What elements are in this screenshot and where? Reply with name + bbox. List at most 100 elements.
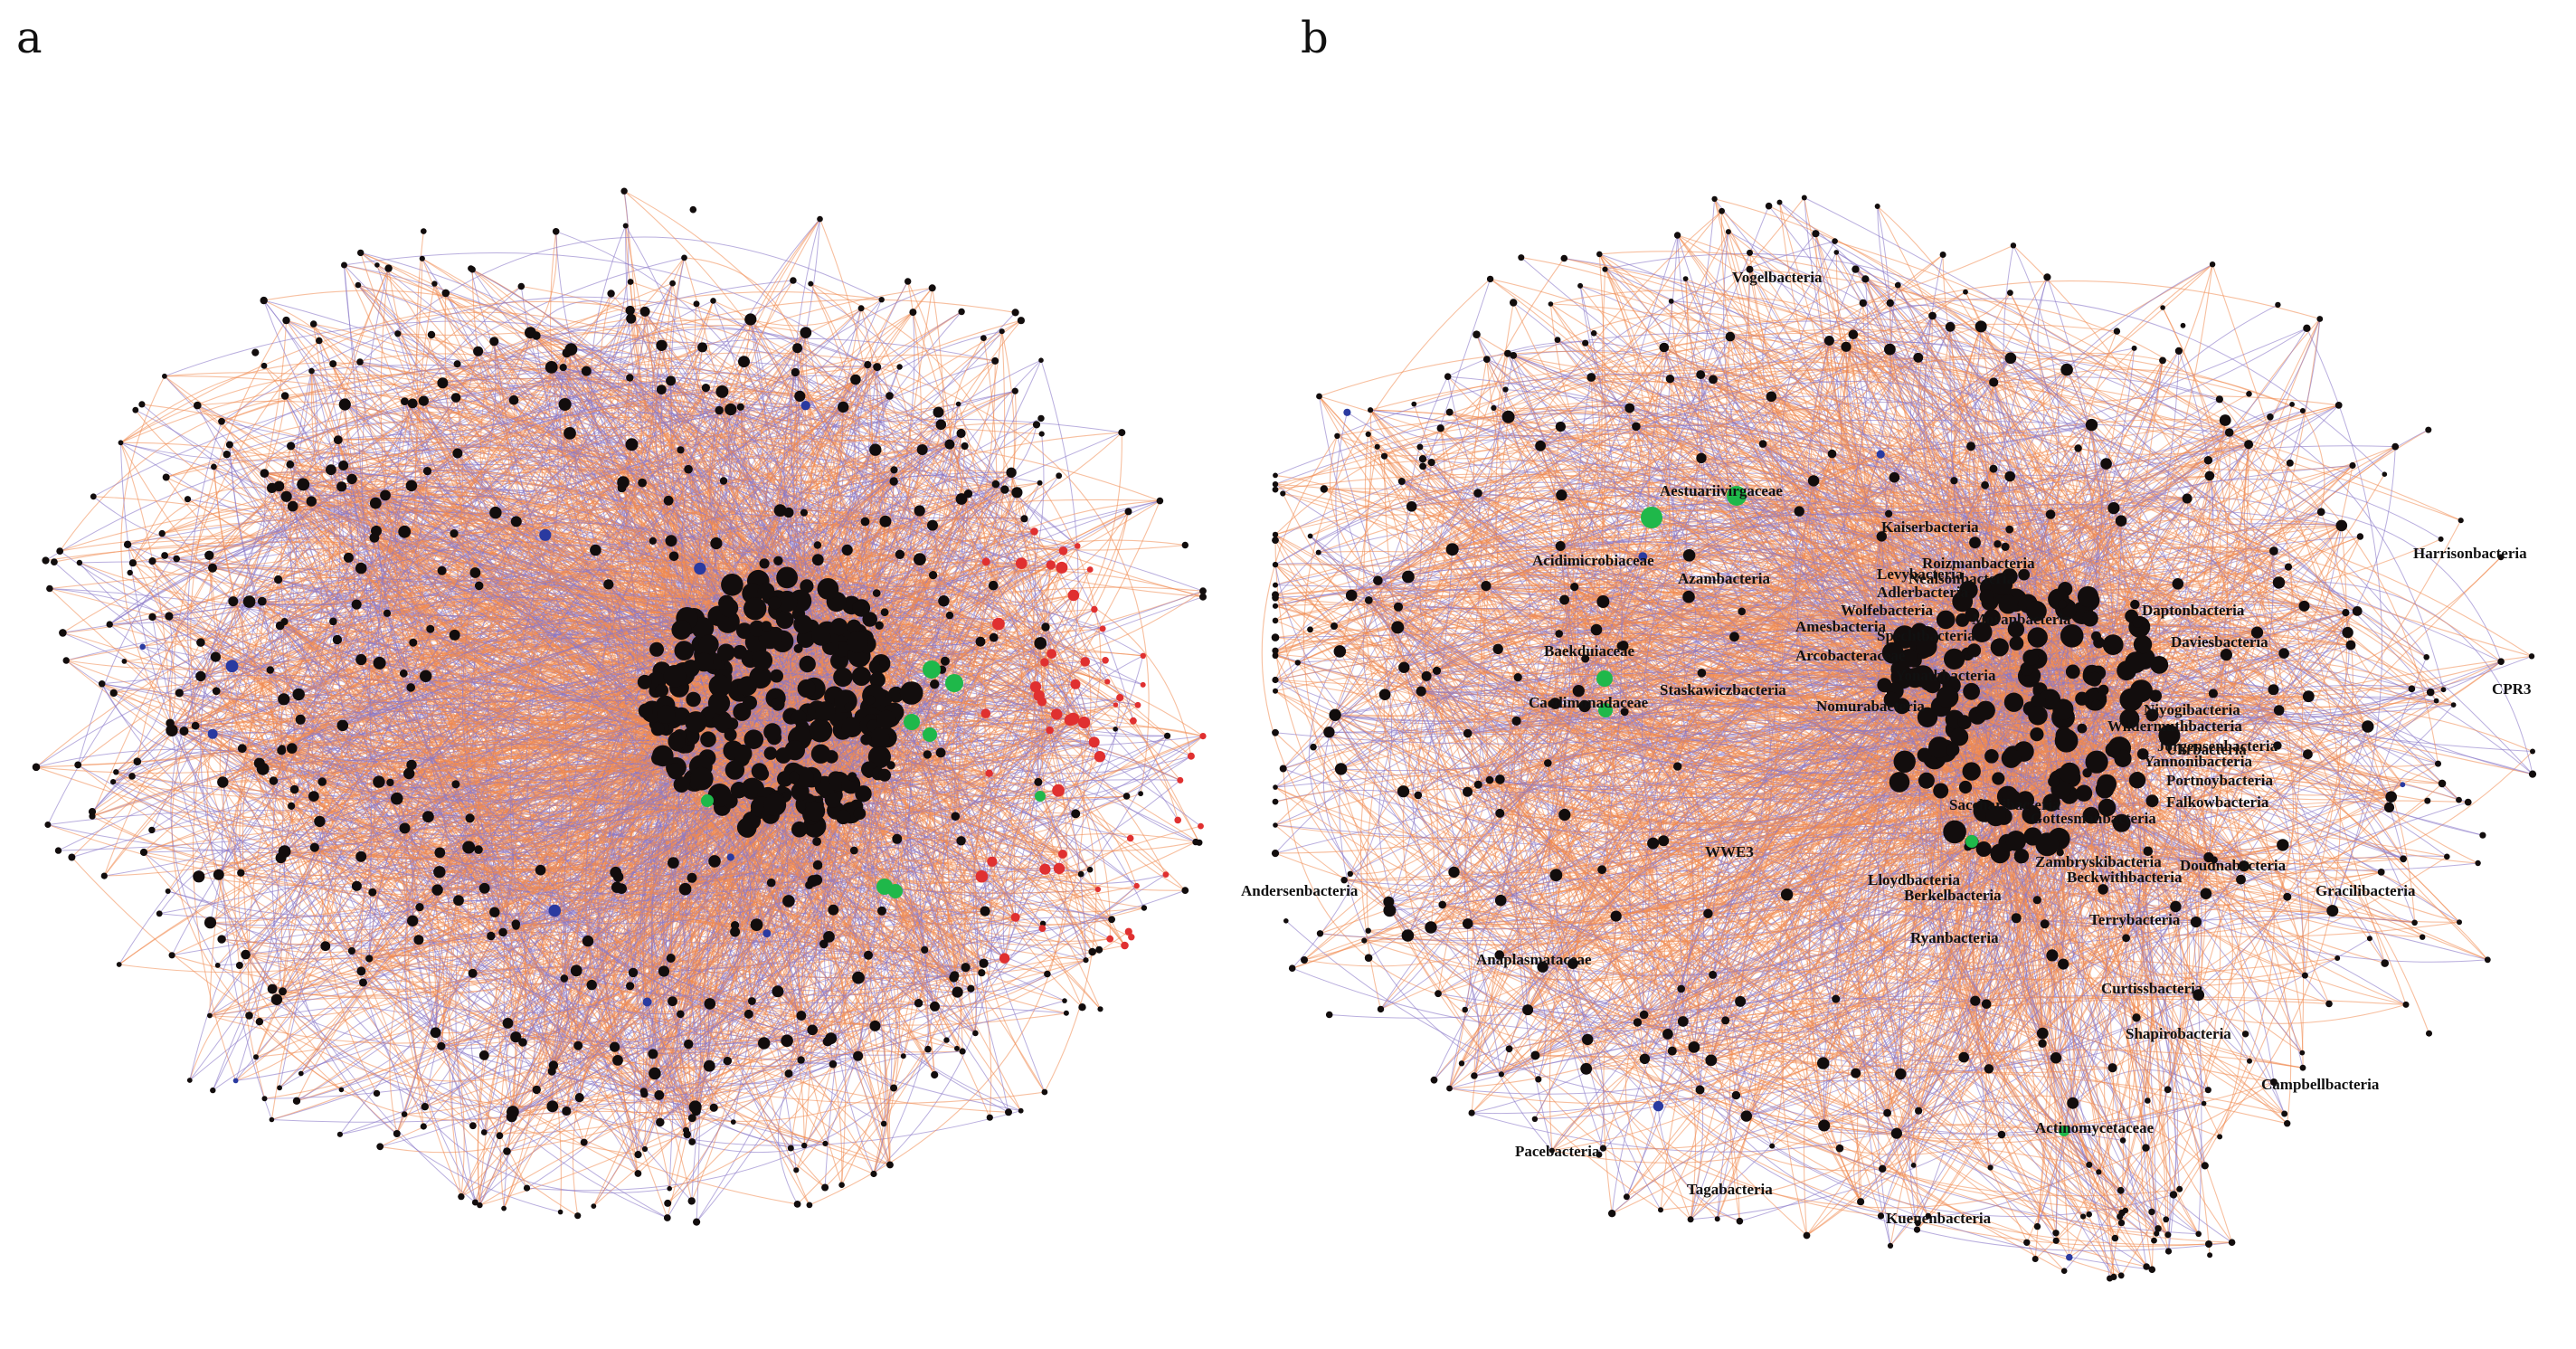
- negative-edge: [786, 359, 1042, 831]
- network-node-red: [1126, 834, 1134, 842]
- network-node: [510, 1031, 522, 1043]
- network-node: [634, 1151, 642, 1159]
- network-node: [1038, 431, 1045, 437]
- network-node: [275, 852, 287, 864]
- network-node: [717, 643, 735, 662]
- network-node-red: [1124, 927, 1132, 936]
- network-node-green: [923, 660, 941, 679]
- network-node: [570, 964, 582, 977]
- network-node: [715, 405, 724, 415]
- network-node: [260, 469, 270, 478]
- network-node: [98, 680, 106, 688]
- network-node: [62, 657, 70, 664]
- network-node: [288, 802, 296, 811]
- network-node: [338, 398, 351, 411]
- network-node: [383, 609, 392, 617]
- positive-edge: [318, 352, 567, 822]
- network-node: [664, 1199, 672, 1207]
- positive-edge: [854, 565, 1052, 851]
- network-node: [773, 556, 783, 565]
- network-node: [489, 337, 499, 347]
- network-node: [796, 1011, 807, 1021]
- network-node: [873, 363, 882, 372]
- network-node: [1038, 357, 1044, 364]
- network-node: [864, 950, 873, 960]
- network-node: [819, 939, 829, 949]
- network-node: [886, 392, 894, 400]
- network-node: [668, 551, 679, 562]
- network-node: [743, 695, 757, 710]
- positive-edge: [817, 741, 1095, 843]
- network-node-blue: [642, 997, 652, 1007]
- network-node: [287, 500, 298, 512]
- negative-edge: [555, 231, 624, 483]
- network-node: [691, 617, 715, 640]
- negative-edge: [526, 790, 1059, 1192]
- network-node: [374, 262, 380, 268]
- network-node: [309, 842, 319, 852]
- positive-edge: [190, 319, 287, 873]
- positive-edge: [60, 501, 675, 557]
- network-node: [1164, 732, 1171, 739]
- network-node: [1062, 998, 1067, 1003]
- network-node: [940, 656, 950, 666]
- network-node: [770, 669, 783, 683]
- network-node: [641, 1145, 649, 1153]
- network-node-blue: [694, 562, 706, 575]
- positive-edge: [242, 439, 339, 1022]
- network-node-green: [888, 884, 903, 898]
- positive-edge: [579, 725, 875, 1098]
- positive-edge: [868, 719, 1071, 785]
- network-node-red: [1174, 816, 1181, 824]
- network-node: [369, 497, 382, 509]
- network-node: [332, 634, 343, 645]
- negative-edge: [351, 479, 693, 1202]
- positive-edge: [694, 489, 1006, 781]
- network-node-red: [1056, 561, 1068, 574]
- network-node: [824, 792, 841, 808]
- positive-edge: [132, 311, 662, 564]
- network-node: [32, 763, 41, 772]
- positive-edge: [232, 601, 798, 1205]
- network-node: [730, 1119, 736, 1125]
- network-node: [406, 683, 416, 692]
- network-node: [909, 309, 917, 317]
- network-node: [427, 330, 436, 339]
- network-node: [878, 768, 891, 782]
- network-node: [501, 1205, 507, 1211]
- network-node: [980, 335, 987, 341]
- network-node: [688, 1138, 696, 1145]
- negative-edge: [777, 966, 966, 996]
- network-node: [666, 375, 677, 386]
- network-node: [132, 406, 139, 413]
- positive-edge: [291, 619, 682, 749]
- network-node: [109, 689, 118, 698]
- network-node: [462, 841, 476, 854]
- network-node-red: [985, 769, 993, 777]
- network-node: [1077, 870, 1084, 878]
- network-node: [710, 298, 716, 304]
- network-node: [759, 558, 770, 569]
- network-node: [287, 442, 296, 451]
- network-node: [508, 394, 519, 405]
- network-node-red: [981, 557, 990, 566]
- network-node: [928, 284, 936, 292]
- network-node-green: [1035, 791, 1046, 802]
- network-node: [626, 313, 637, 324]
- network-node: [944, 439, 955, 450]
- positive-edge: [515, 696, 835, 1038]
- network-node: [421, 228, 427, 234]
- network-node: [468, 968, 478, 978]
- network-node-red: [1091, 605, 1098, 613]
- positive-edge: [286, 496, 770, 598]
- positive-edge: [684, 257, 799, 348]
- network-node: [876, 709, 896, 729]
- negative-edge: [688, 816, 956, 1045]
- network-node: [373, 656, 386, 670]
- network-node: [738, 356, 750, 368]
- network-node-blue: [539, 528, 552, 541]
- network-node: [162, 373, 167, 379]
- network-node: [698, 634, 719, 655]
- network-node: [612, 1055, 623, 1066]
